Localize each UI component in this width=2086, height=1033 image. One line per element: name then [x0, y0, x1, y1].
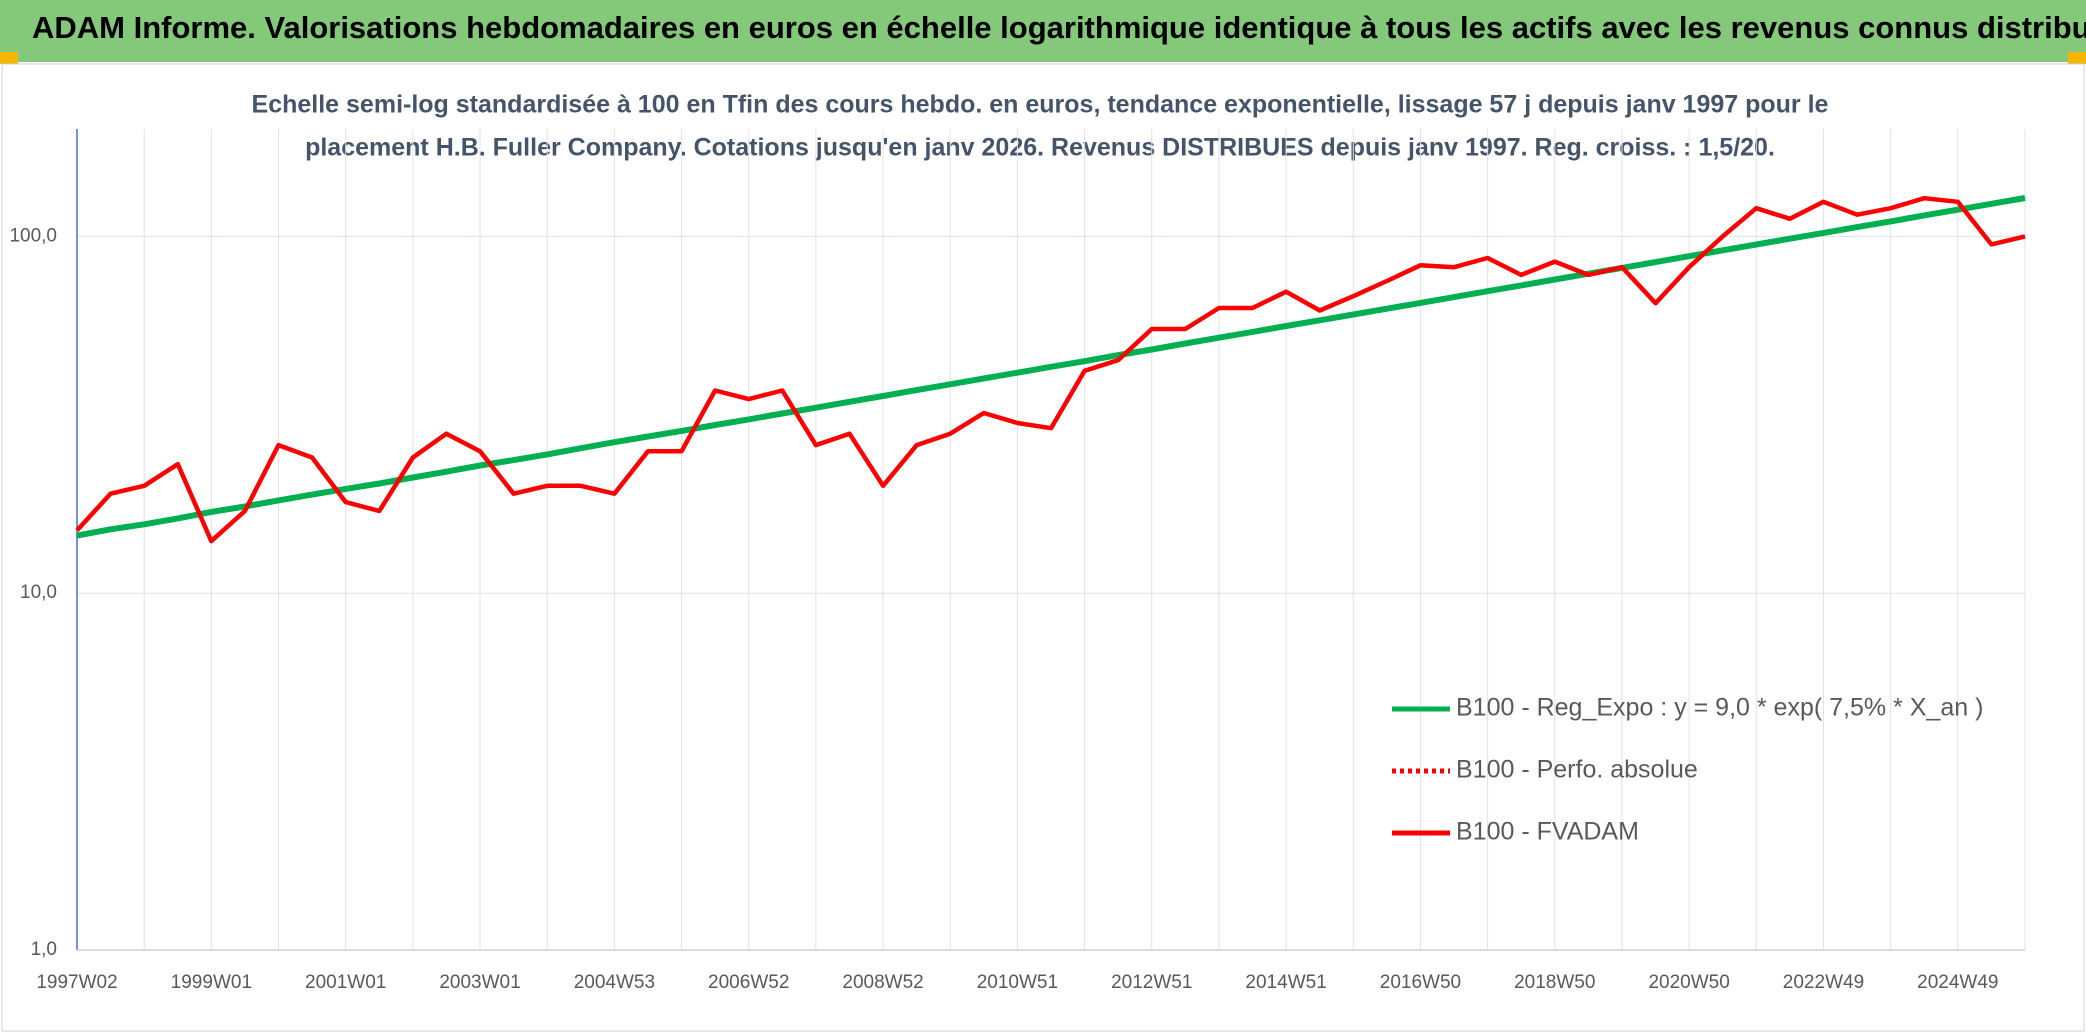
x-tick-label: 2006W52	[708, 972, 789, 993]
x-tick-label: 2020W50	[1648, 972, 1729, 993]
x-tick-label: 2014W51	[1245, 972, 1326, 993]
corner	[0, 52, 18, 64]
x-tick-label: 2024W49	[1917, 972, 1998, 993]
legend-label: B100 - Perfo. absolue	[1456, 756, 1698, 784]
legend-label: B100 - FVADAM	[1456, 818, 1639, 846]
x-tick-label: 2003W01	[439, 972, 520, 993]
x-tick-label: 1997W02	[36, 972, 117, 993]
chart-title: ADAM Informe. Valorisations hebdomadaire…	[32, 10, 2086, 45]
x-tick-label: 2008W52	[842, 972, 923, 993]
x-tick-label: 2018W50	[1514, 972, 1595, 993]
x-tick-label: 2012W51	[1111, 972, 1192, 993]
x-tick-label: 2022W49	[1783, 972, 1864, 993]
y-tick-label: 1,0	[31, 939, 57, 960]
legend-label: B100 - Reg_Expo : y = 9,0 * exp( 7,5% * …	[1456, 694, 1983, 722]
y-tick-label: 100,0	[9, 225, 57, 246]
x-tick-label: 2016W50	[1380, 972, 1461, 993]
subtitle: Echelle semi-log standardisée à 100 en T…	[252, 91, 1829, 119]
x-tick-label: 2010W51	[977, 972, 1058, 993]
x-tick-label: 2001W01	[305, 972, 386, 993]
chart-frame	[1, 63, 2085, 1032]
x-tick-label: 1999W01	[171, 972, 252, 993]
corner	[2068, 52, 2086, 64]
header-bar	[0, 0, 2086, 62]
subtitle: placement H.B. Fuller Company. Cotations…	[305, 134, 1775, 162]
series-line	[75, 195, 2026, 544]
y-tick-label: 10,0	[20, 582, 57, 603]
x-tick-label: 2004W53	[574, 972, 655, 993]
